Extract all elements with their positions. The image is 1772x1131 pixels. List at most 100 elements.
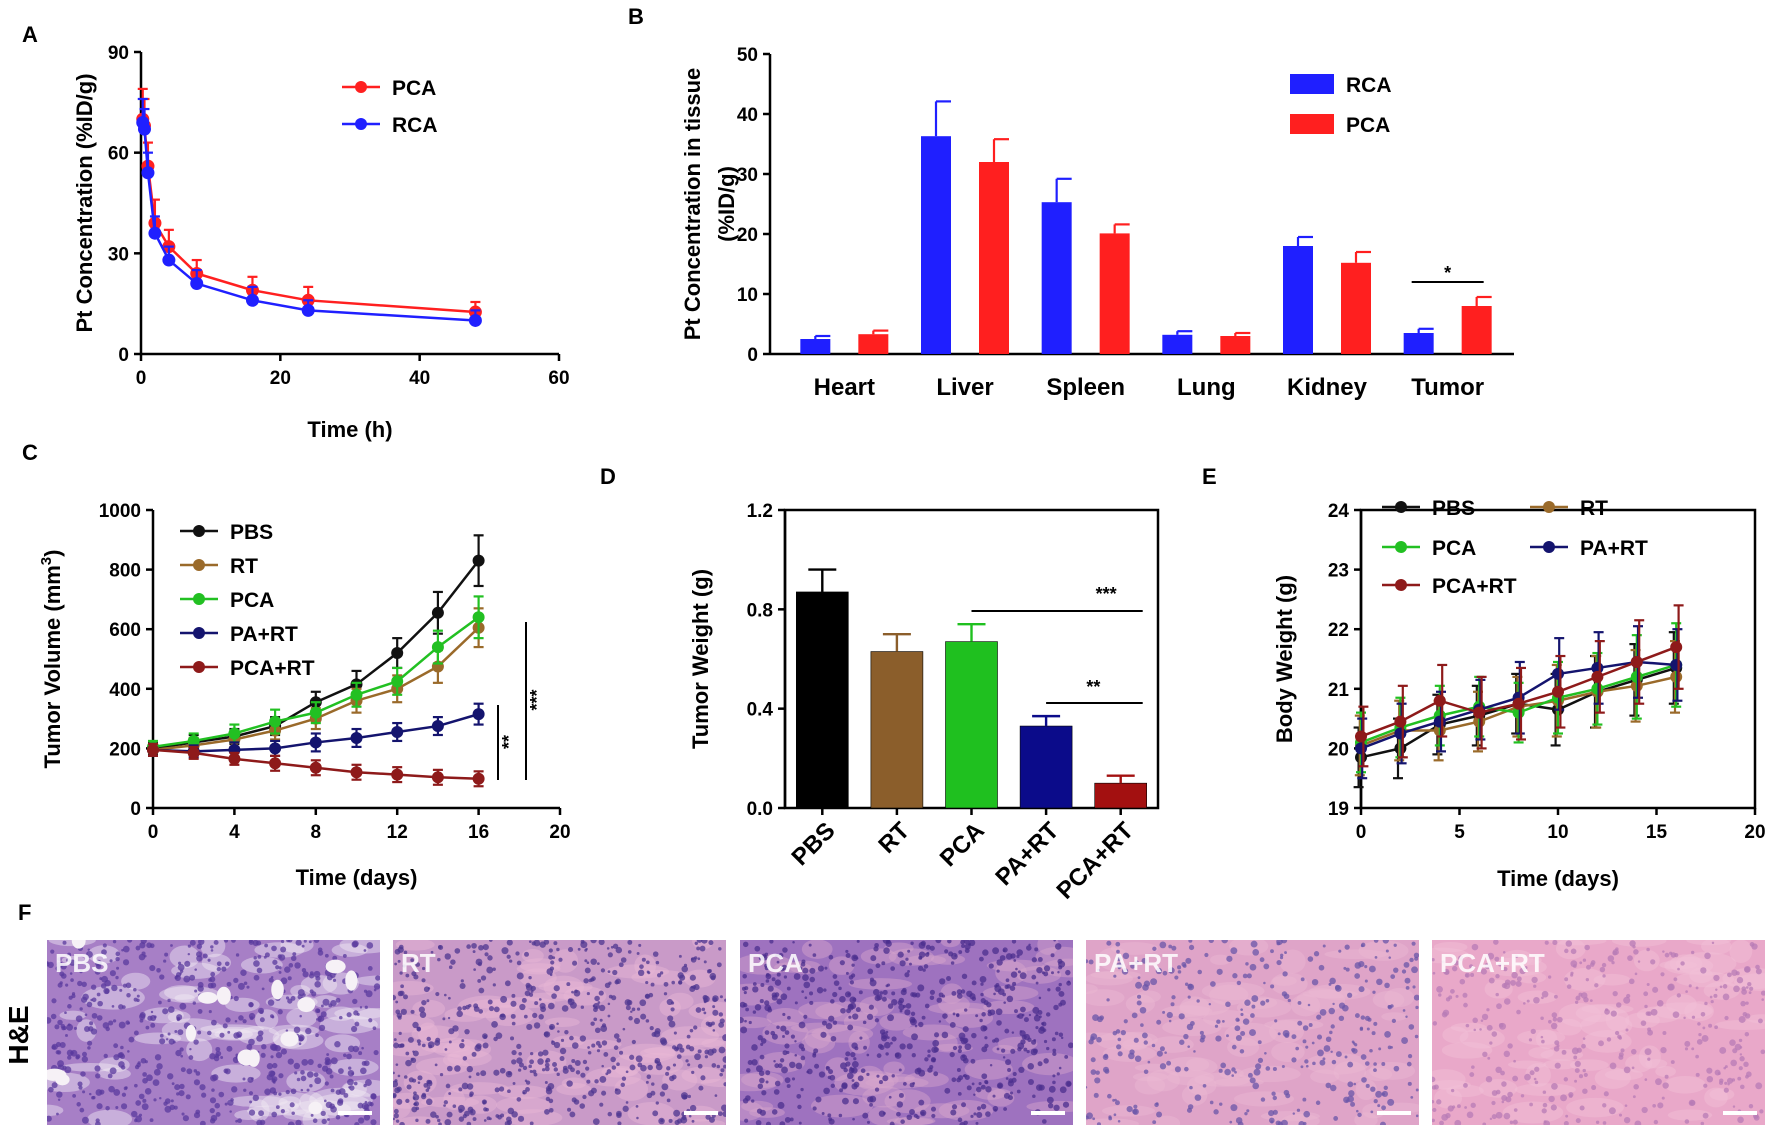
stroma-streak — [538, 981, 593, 993]
nucleus — [824, 966, 828, 970]
vacuole — [71, 940, 86, 949]
nucleus — [467, 1106, 474, 1113]
nucleus — [765, 1080, 769, 1084]
stroma-streak — [1502, 1101, 1564, 1124]
nucleus — [1240, 1012, 1244, 1017]
nucleus — [208, 1010, 212, 1014]
nucleus — [594, 1079, 599, 1084]
nucleus — [82, 1090, 86, 1094]
nucleus — [585, 947, 588, 951]
nucleus — [759, 1054, 765, 1060]
nucleus — [905, 957, 909, 961]
nucleus — [1067, 980, 1070, 984]
nucleus — [507, 1107, 515, 1115]
stroma-streak — [865, 1076, 929, 1089]
nucleus — [897, 951, 904, 958]
nucleus — [596, 1049, 601, 1053]
nucleus — [256, 967, 263, 974]
data-point — [245, 293, 259, 307]
nucleus — [1582, 1068, 1586, 1073]
nucleus — [748, 1020, 752, 1025]
nucleus — [760, 1042, 764, 1046]
nucleus — [1174, 975, 1179, 980]
nucleus — [593, 1007, 598, 1013]
nucleus — [566, 982, 571, 987]
nucleus — [363, 1060, 370, 1067]
nucleus — [1583, 1072, 1588, 1078]
nucleus — [1390, 1004, 1394, 1008]
significance-marker: ** — [499, 735, 519, 749]
nucleus — [1373, 940, 1379, 943]
nucleus — [183, 975, 191, 983]
y-tick-label: 10 — [737, 285, 758, 306]
stroma-streak — [1271, 1041, 1305, 1063]
nucleus — [1307, 956, 1314, 962]
nucleus — [159, 1038, 166, 1045]
legend-swatch — [1290, 74, 1334, 94]
nucleus — [454, 948, 461, 954]
nucleus — [740, 1026, 748, 1034]
nucleus — [109, 970, 116, 977]
nucleus — [278, 1092, 282, 1096]
nucleus — [257, 1030, 264, 1037]
legend-marker — [355, 81, 367, 93]
nucleus — [951, 1104, 958, 1110]
nucleus — [652, 1110, 659, 1117]
stroma-streak — [1434, 1087, 1463, 1109]
nucleus — [971, 1082, 975, 1086]
nucleus — [1246, 973, 1252, 979]
nucleus — [248, 1109, 256, 1116]
nucleus — [891, 999, 898, 1006]
nucleus — [1674, 953, 1679, 958]
nucleus — [135, 945, 141, 951]
nucleus — [1060, 999, 1066, 1006]
nucleus — [1156, 1050, 1163, 1057]
data-point — [472, 611, 485, 624]
nucleus — [1411, 941, 1416, 946]
nucleus — [1507, 1043, 1513, 1049]
nucleus — [187, 944, 191, 948]
nucleus — [1359, 1026, 1364, 1030]
nucleus — [1445, 997, 1451, 1002]
nucleus — [941, 1031, 949, 1039]
stroma-streak — [606, 964, 670, 979]
stroma-streak — [1432, 1069, 1466, 1090]
bar-rca-heart — [800, 339, 831, 354]
nucleus — [168, 1038, 175, 1045]
nucleus — [698, 1085, 704, 1091]
legend-label: PCA — [1346, 114, 1390, 137]
nucleus — [1661, 1096, 1665, 1100]
nucleus — [1480, 968, 1487, 975]
nucleus — [1641, 1106, 1648, 1114]
nucleus — [1043, 971, 1049, 977]
nucleus — [1607, 955, 1615, 962]
nucleus — [1318, 964, 1325, 971]
nucleus — [163, 959, 167, 963]
stroma-streak — [1433, 941, 1468, 953]
nucleus — [278, 966, 282, 970]
nucleus — [229, 1110, 232, 1113]
nucleus — [1379, 1121, 1386, 1125]
nucleus — [918, 1099, 925, 1106]
nucleus — [1755, 968, 1762, 975]
nucleus — [351, 941, 358, 948]
nucleus — [828, 954, 834, 960]
nucleus — [273, 1091, 278, 1096]
nucleus — [107, 1073, 113, 1079]
stroma-streak — [613, 1054, 642, 1077]
nucleus — [64, 1011, 67, 1015]
stroma-streak — [339, 940, 380, 954]
nucleus — [1350, 1101, 1356, 1107]
nucleus — [118, 1004, 124, 1010]
nucleus — [179, 1047, 184, 1052]
nucleus — [673, 1031, 677, 1035]
nucleus — [1468, 964, 1474, 969]
stroma-streak — [1525, 1063, 1551, 1087]
nucleus — [1276, 940, 1283, 945]
nucleus — [1523, 1002, 1526, 1005]
nucleus — [1673, 977, 1678, 982]
stroma-streak — [1281, 1113, 1320, 1125]
nucleus — [403, 950, 408, 955]
nucleus — [84, 1013, 88, 1017]
nucleus — [1415, 1088, 1419, 1092]
